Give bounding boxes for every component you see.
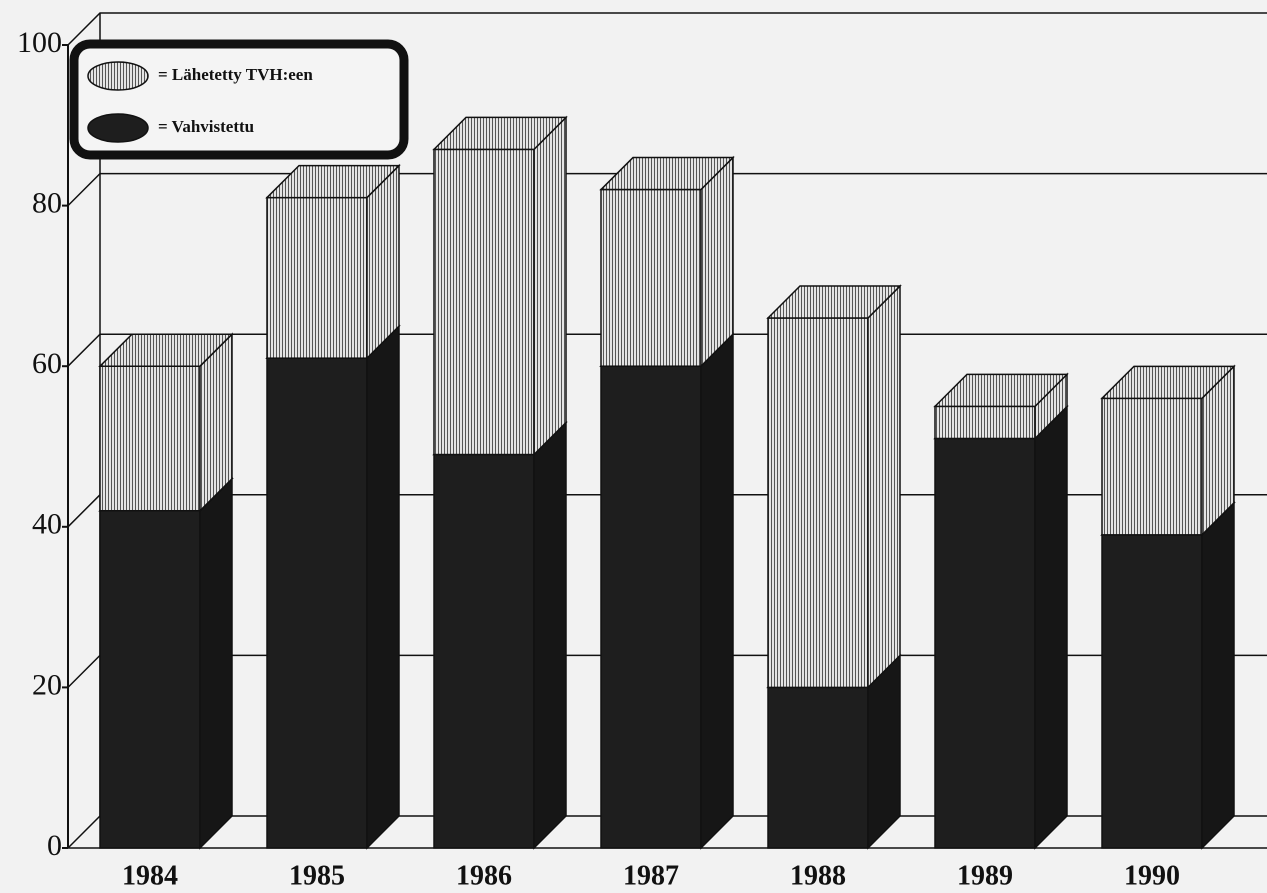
bar-top	[599, 156, 735, 191]
bar-side	[533, 115, 567, 457]
bar-side	[1201, 501, 1235, 850]
bar-front	[600, 188, 702, 367]
grid-line	[67, 172, 1267, 207]
bar-top	[766, 285, 902, 319]
bar-top	[98, 333, 234, 367]
bar-front	[433, 453, 535, 849]
bar-side	[366, 324, 400, 850]
legend-label: = Lähetetty TVH:een	[158, 65, 313, 84]
bar-top	[1100, 365, 1236, 400]
x-tick-label: 1985	[289, 860, 345, 891]
y-tick-label: 80	[32, 186, 62, 219]
grid-line	[67, 12, 1267, 46]
bar-front	[1101, 534, 1203, 849]
bar-front	[600, 365, 702, 849]
y-tick-label: 60	[32, 347, 62, 380]
legend-swatch	[87, 61, 149, 91]
y-tick-label: 0	[47, 829, 62, 862]
bar-front	[767, 686, 869, 849]
bar-side	[1034, 404, 1068, 850]
x-tick-label: 1990	[1124, 860, 1180, 891]
legend-swatch	[87, 113, 149, 143]
x-tick-label: 1986	[456, 860, 512, 891]
bar-side	[700, 155, 734, 369]
bar-front	[266, 196, 368, 359]
y-tick-label: 20	[32, 668, 62, 701]
bar-front	[934, 405, 1036, 440]
x-tick-label: 1987	[623, 860, 679, 891]
bar-front	[934, 437, 1036, 849]
bar-side	[867, 653, 901, 850]
bar-side	[199, 476, 233, 850]
bar-top	[432, 116, 568, 151]
legend-label: = Vahvistettu	[158, 117, 254, 136]
bar-top	[933, 373, 1069, 408]
bar-side	[533, 420, 567, 850]
bar-front	[266, 357, 368, 849]
x-tick-label: 1988	[790, 860, 846, 891]
bar-front	[433, 148, 535, 456]
x-tick-label: 1989	[957, 860, 1013, 891]
bar-side	[366, 163, 400, 360]
legend: = Lähetetty TVH:een = Vahvistettu	[69, 39, 409, 160]
bar-side	[700, 332, 734, 850]
y-tick-label: 100	[17, 26, 62, 59]
y-tick-label: 40	[32, 508, 62, 541]
bar-side	[867, 284, 901, 690]
bar-top	[265, 164, 401, 199]
bar-front	[767, 317, 869, 689]
bar-front	[99, 509, 201, 849]
bar-front	[99, 365, 201, 512]
bar-front	[1101, 397, 1203, 536]
legend-box	[69, 39, 409, 160]
x-tick-label: 1984	[122, 860, 178, 891]
